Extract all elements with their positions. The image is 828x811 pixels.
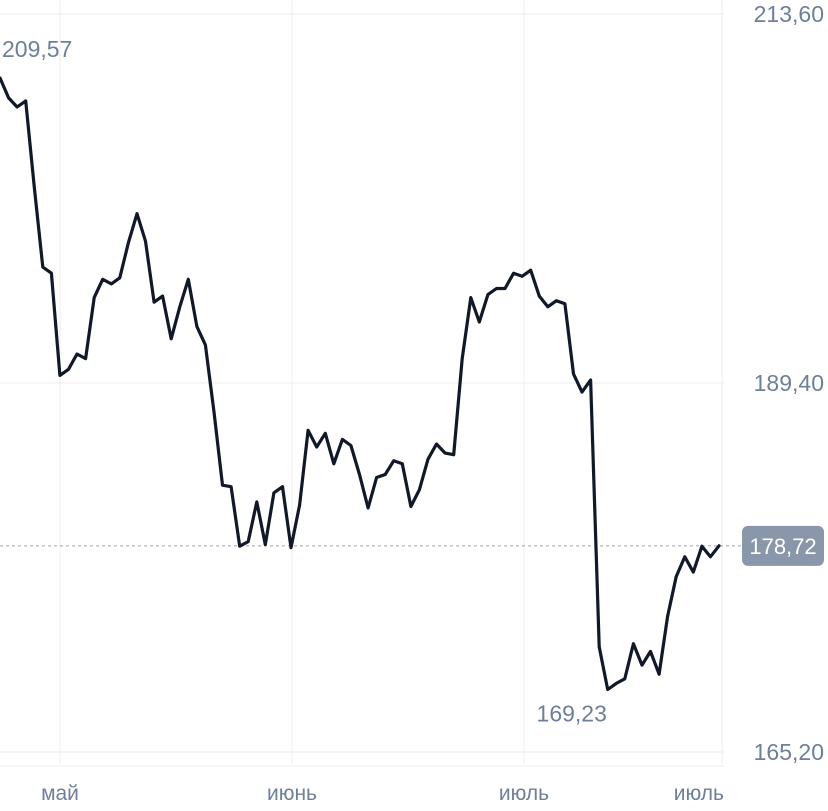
y-axis-ticks: 213,60 189,40 165,20 (754, 1, 824, 765)
current-price-label: 178,72 (749, 534, 816, 559)
grid-layer (0, 0, 724, 767)
min-value-label: 169,23 (537, 700, 607, 726)
series-line-price (0, 76, 721, 692)
x-tick-label: май (41, 782, 79, 805)
y-tick-label: 165,20 (754, 739, 824, 765)
y-tick-label: 189,40 (754, 370, 824, 396)
y-tick-label: 213,60 (754, 1, 824, 27)
current-price-badge: 178,72 (742, 525, 824, 566)
x-tick-label: июль (499, 782, 549, 805)
x-axis-ticks: май июнь июль июль (41, 782, 724, 805)
max-value-label: 209,57 (2, 36, 72, 62)
x-tick-label: июль (674, 782, 724, 805)
x-tick-label: июнь (267, 782, 317, 805)
